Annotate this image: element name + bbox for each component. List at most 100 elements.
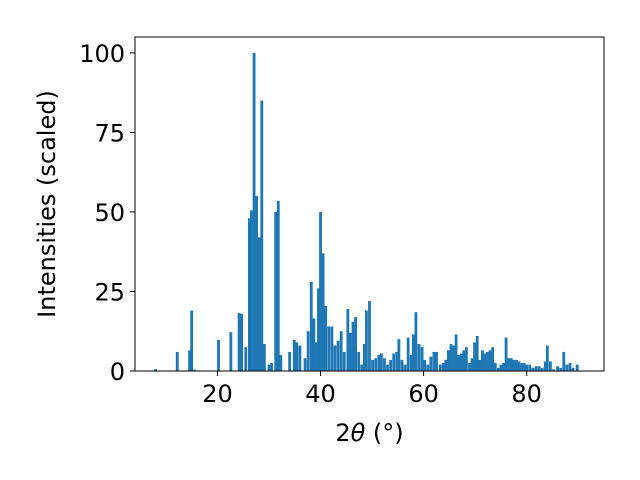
bar [250,210,253,371]
bar [292,339,296,371]
bar [270,363,273,371]
bar [262,343,266,371]
bar [400,359,404,371]
bar [324,305,328,371]
bar [509,358,513,371]
bar [274,211,278,371]
bar [559,367,563,371]
bar [568,363,572,371]
bar [432,351,436,371]
bar [154,369,158,371]
bar [406,337,410,371]
y-tick-label: 100 [79,40,125,68]
bar [379,353,383,371]
bar [389,359,393,371]
bar [565,364,569,371]
bar [267,364,271,371]
bar [397,339,401,371]
bar [483,353,487,371]
y-tick-label: 25 [94,278,125,306]
bar [255,196,259,371]
bar [252,52,256,372]
x-tick-label: 80 [511,380,542,408]
bar [346,308,350,371]
bar [309,281,313,371]
bar [444,359,448,371]
bar [217,339,220,371]
bar [452,345,455,371]
bar [315,342,318,371]
bar [392,353,396,371]
bar [414,312,418,371]
bar [229,332,233,371]
bar [496,367,500,371]
bar [368,301,371,371]
bar [257,237,261,371]
bar [237,313,241,371]
bar [435,351,438,371]
bar [468,363,471,371]
bar [491,347,495,371]
bar [473,342,477,371]
x-axis-label-unit: (°) [365,419,403,447]
bar [188,350,192,371]
bar [303,358,307,371]
bar [575,364,579,371]
bar [354,316,357,371]
bar [295,342,299,371]
bars-group [154,52,579,372]
bar [502,363,505,371]
x-tick-label: 60 [408,380,439,408]
y-tick-label: 0 [110,358,125,386]
bar [333,345,337,371]
bar [386,364,389,371]
bar [342,351,346,371]
y-tick-label: 50 [94,199,125,227]
bar [499,364,503,371]
bar [319,211,322,371]
bar [411,334,415,371]
bar [339,331,343,371]
bar [321,253,325,371]
bar [552,369,555,371]
bar [260,100,264,372]
bar [276,200,280,371]
bar [298,345,302,371]
bar [470,358,474,371]
bar [522,363,526,371]
bar [517,361,521,371]
bar [525,364,529,371]
bar [403,364,407,371]
bar [441,363,445,371]
bar [480,350,484,371]
x-axis-label-prefix: 2 [335,419,350,447]
bar [571,367,575,371]
bar [459,353,463,371]
y-axis-label: Intensities (scaled) [33,90,61,318]
bar [240,313,244,371]
bar [514,359,518,371]
bar [362,343,366,371]
bar [464,347,468,371]
bar [364,310,368,371]
bar [190,310,194,371]
bar [438,364,442,371]
bar [279,355,283,371]
bar [193,369,197,371]
bar [395,351,399,371]
plot-frame [134,36,605,372]
bar [493,363,497,371]
bar [540,367,544,371]
bar [360,364,364,371]
bar [429,356,433,371]
bar [475,336,479,371]
bar [357,351,361,371]
x-ticks: 20 40 60 80 [202,371,542,408]
x-tick-label: 40 [305,380,336,408]
bar [330,326,334,371]
bar [537,366,541,371]
bar [371,359,374,371]
bar [545,345,549,371]
bar [351,321,355,371]
bar [449,343,453,371]
